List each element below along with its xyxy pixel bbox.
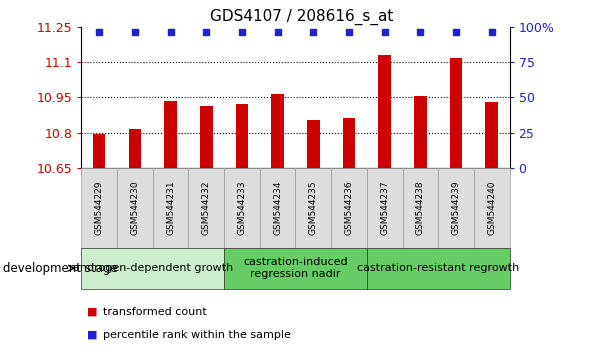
Bar <box>200 106 212 168</box>
Text: ■: ■ <box>87 330 98 339</box>
Text: development stage: development stage <box>3 262 118 275</box>
Text: castration-induced
regression nadir: castration-induced regression nadir <box>243 257 348 279</box>
Bar <box>414 96 426 168</box>
Text: GSM544231: GSM544231 <box>166 181 175 235</box>
Text: ■: ■ <box>87 307 98 316</box>
Text: GSM544232: GSM544232 <box>202 181 211 235</box>
Bar <box>307 120 320 168</box>
Text: GSM544234: GSM544234 <box>273 181 282 235</box>
Text: GSM544229: GSM544229 <box>95 181 104 235</box>
Text: GSM544235: GSM544235 <box>309 181 318 235</box>
Bar <box>343 118 355 168</box>
Text: GSM544238: GSM544238 <box>416 181 425 235</box>
Text: transformed count: transformed count <box>103 307 206 316</box>
Text: GSM544237: GSM544237 <box>380 181 389 235</box>
Text: percentile rank within the sample: percentile rank within the sample <box>103 330 291 339</box>
Text: GSM544230: GSM544230 <box>130 181 139 235</box>
Text: castration-resistant regrowth: castration-resistant regrowth <box>357 263 519 273</box>
Bar <box>271 94 284 168</box>
Bar <box>485 102 498 168</box>
Bar <box>165 101 177 168</box>
Bar <box>379 55 391 168</box>
Text: androgen-dependent growth: androgen-dependent growth <box>72 263 233 273</box>
Bar <box>93 135 106 168</box>
Text: GSM544239: GSM544239 <box>452 181 461 235</box>
Bar <box>236 104 248 168</box>
Text: GSM544236: GSM544236 <box>344 181 353 235</box>
Text: GSM544233: GSM544233 <box>238 181 247 235</box>
Text: GDS4107 / 208616_s_at: GDS4107 / 208616_s_at <box>210 9 393 25</box>
Bar <box>128 129 141 168</box>
Text: GSM544240: GSM544240 <box>487 181 496 235</box>
Bar <box>450 58 463 168</box>
